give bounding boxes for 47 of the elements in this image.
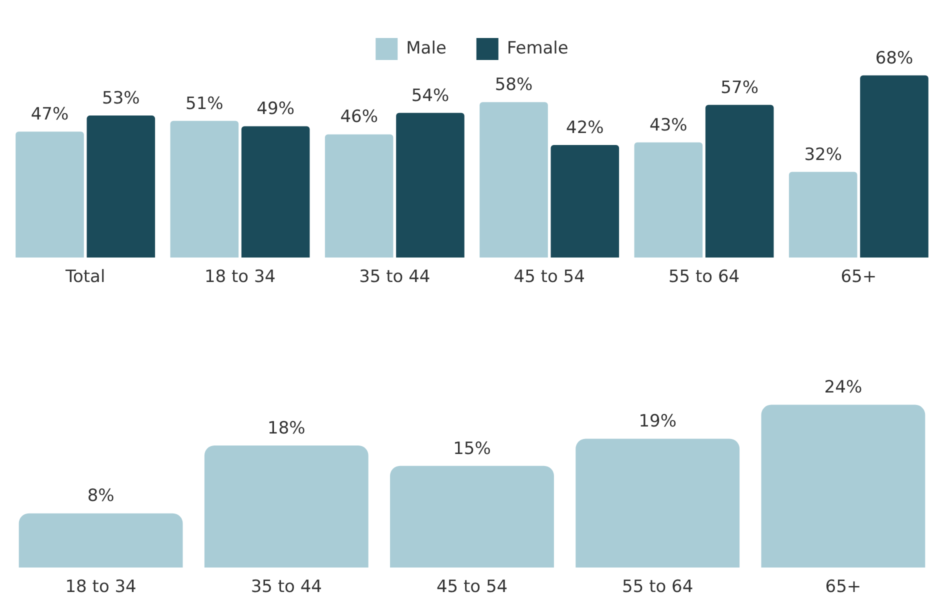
x-tick-label: 18 to 34 xyxy=(204,267,276,288)
bar xyxy=(390,466,554,568)
data-label: 51% xyxy=(186,94,224,114)
data-label: 58% xyxy=(494,75,533,96)
bar xyxy=(241,126,310,258)
data-label: 49% xyxy=(256,99,294,120)
bar xyxy=(204,445,368,568)
x-tick-label: 18 to 34 xyxy=(65,577,136,598)
x-tick-label: 45 to 54 xyxy=(514,267,585,288)
data-label: 24% xyxy=(824,378,862,398)
bar xyxy=(16,132,84,258)
x-tick-label: 35 to 44 xyxy=(359,267,430,288)
data-label: 47% xyxy=(30,104,69,125)
bar xyxy=(761,404,926,568)
bar xyxy=(705,104,774,258)
data-label: 57% xyxy=(720,78,758,98)
data-label: 18% xyxy=(268,418,306,438)
data-label: 43% xyxy=(650,115,688,136)
x-tick-label: 55 to 64 xyxy=(622,577,694,598)
bar xyxy=(860,75,928,258)
data-label: 32% xyxy=(804,144,842,165)
data-label: 54% xyxy=(411,86,450,106)
bar xyxy=(480,102,548,258)
bar xyxy=(634,142,703,258)
bar xyxy=(550,145,620,258)
data-label: 68% xyxy=(875,48,914,68)
data-label: 42% xyxy=(566,118,604,138)
legend-label: Male xyxy=(406,38,446,58)
data-label: 53% xyxy=(102,88,140,108)
x-tick-label: 55 to 64 xyxy=(668,267,740,288)
bar xyxy=(396,112,464,258)
x-tick-label: 35 to 44 xyxy=(250,577,322,598)
data-label: 19% xyxy=(638,412,676,432)
bar xyxy=(170,120,239,258)
data-label: 8% xyxy=(87,486,114,506)
x-tick-label: 65+ xyxy=(840,267,877,288)
bar xyxy=(576,438,740,568)
bar xyxy=(86,116,156,258)
data-label: 46% xyxy=(340,107,378,128)
x-tick-label: 45 to 54 xyxy=(436,577,508,598)
x-tick-label: Total xyxy=(64,267,106,288)
x-tick-label: 65+ xyxy=(825,577,862,598)
bar xyxy=(788,172,858,258)
bar xyxy=(18,513,183,568)
legend-label: Female xyxy=(506,38,568,58)
bar xyxy=(324,134,394,258)
data-label: 15% xyxy=(453,438,491,459)
